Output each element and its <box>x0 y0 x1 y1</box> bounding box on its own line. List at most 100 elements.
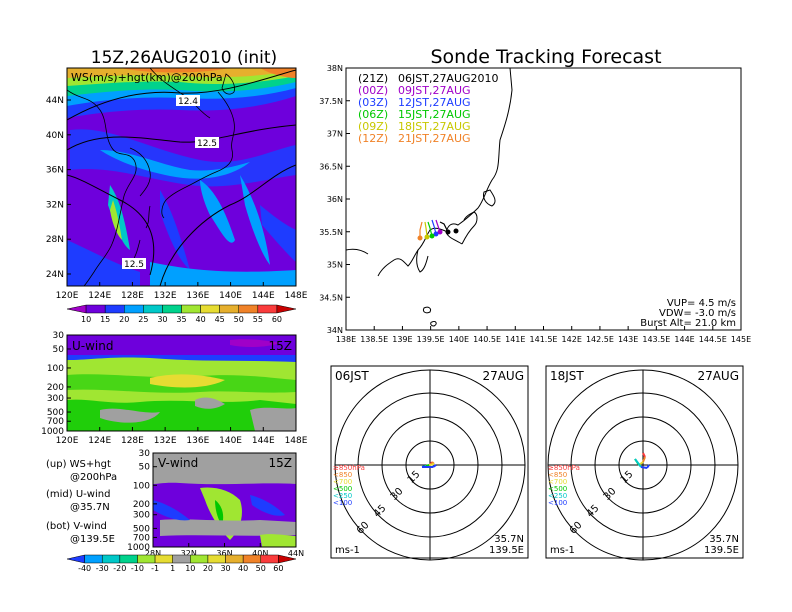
pressure-tick-label: 700 <box>47 417 64 427</box>
pressure-tick-label: 200 <box>47 383 64 393</box>
colorbar-label: 20 <box>119 315 129 324</box>
lon-tick-label: 132E <box>154 436 177 446</box>
track-endpoint <box>417 235 423 241</box>
lat-tick-label: 37.5N <box>319 97 343 106</box>
hodo-level-label: <850 <box>333 471 352 479</box>
lat-tick-label: 34N <box>327 326 343 335</box>
note-line: @35.7N <box>70 502 110 513</box>
hodo-lon: 139.5E <box>704 545 739 556</box>
colorbar-swatch <box>104 304 125 314</box>
colorbar-label: 35 <box>176 315 186 324</box>
pressure-tick-label: 500 <box>47 408 64 418</box>
right-title: Sonde Tracking Forecast <box>430 46 661 68</box>
pressure-tick-label: 100 <box>133 481 150 491</box>
track-lon-axis: 138E 138.5E 139E 139.5E 140E 140.5E 141E 141.5E… <box>336 326 751 344</box>
hodo-level-label: <100 <box>333 499 352 507</box>
colorbar-label: 45 <box>215 315 225 324</box>
lon-tick-label: 124E <box>88 436 111 446</box>
pressure-tick-label: 700 <box>133 533 150 543</box>
track-endpoint <box>433 231 439 237</box>
lon-tick-label: 141.5E <box>530 335 558 344</box>
note-line: (up) WS+hgt <box>46 459 111 470</box>
pressure-tick-label: 30 <box>53 331 65 341</box>
hodo-time: 18JST <box>550 369 584 383</box>
pressure-tick-label: 30 <box>139 449 151 459</box>
ws-lon-axis: 120E 124E 128E 132E 136E 140E 144E 148E <box>56 282 308 301</box>
lat-tick-label: 44N <box>46 96 64 106</box>
colorbar-label: -30 <box>96 564 109 573</box>
colorbar-swatch <box>257 304 278 314</box>
hodo-segment <box>432 464 437 468</box>
pressure-tick-label: 200 <box>133 500 150 510</box>
lon-tick-label: 132E <box>154 291 177 301</box>
u-wind-label: U-wind <box>72 339 113 353</box>
contour-label: 12.5 <box>124 260 144 270</box>
colorbar-label: 60 <box>273 564 283 573</box>
hodo-unit: ms-1 <box>550 545 575 556</box>
colorbar-swatch <box>207 554 226 564</box>
hodo-level-label: <250 <box>548 492 567 500</box>
colorbar-swatch <box>242 554 262 564</box>
colorbar-swatch <box>278 554 297 564</box>
lon-tick-label: 139.5E <box>417 335 445 344</box>
lon-tick-label: 139E <box>392 335 412 344</box>
lon-tick-label: 148E <box>285 436 308 446</box>
track-legend-utc: (12Z) <box>358 132 388 145</box>
hodo-segment <box>428 463 435 466</box>
lon-tick-label: 138.5E <box>360 335 388 344</box>
track-legend-utc: (09Z) <box>358 120 388 133</box>
colorbar-swatch <box>85 304 106 314</box>
hodo-level-label: <250 <box>333 492 352 500</box>
lat-tick-label: 32N <box>46 200 64 210</box>
ws-map-panel: 12.4 12.5 12.5 WS(m/s)+hgt(km)@200hPa 44… <box>46 67 308 301</box>
lon-tick-label: 140E <box>219 291 242 301</box>
lon-tick-label: 136E <box>186 436 209 446</box>
track-endpoint <box>445 229 451 235</box>
lat-tick-label: 24N <box>46 270 64 280</box>
pressure-tick-label: 1000 <box>127 543 150 553</box>
launch-param: VUP= 4.5 m/s <box>667 298 736 309</box>
lat-tick-label: 37N <box>327 130 343 139</box>
colorbar-swatch <box>190 554 209 564</box>
colorbar-label: 50 <box>234 315 244 324</box>
pressure-tick-label: 50 <box>53 345 65 355</box>
ws-colorbar: 10 15 20 25 30 35 40 45 50 55 60 <box>66 304 297 324</box>
lon-tick-label: 140E <box>449 335 469 344</box>
colorbar-label: 25 <box>138 315 148 324</box>
lon-tick-label: 144E <box>252 436 275 446</box>
pressure-tick-label: 300 <box>133 511 150 521</box>
pressure-tick-label: 100 <box>47 364 64 374</box>
colorbar-swatch <box>119 554 138 564</box>
track-legend-utc: (03Z) <box>358 96 388 109</box>
ws-lat-axis: 44N 40N 36N 32N 28N 24N <box>46 96 71 280</box>
note-line: (mid) U-wind <box>46 489 110 500</box>
colorbar-swatch <box>124 304 144 314</box>
note-line: @200hPa <box>70 472 117 483</box>
lat-tick-label: 34.5N <box>319 293 343 302</box>
lat-tick-label: 40N <box>252 549 268 558</box>
ws-map-label: WS(m/s)+hgt(km)@200hPa <box>71 71 223 84</box>
lon-tick-label: 136E <box>186 291 209 301</box>
track-legend-jst: 12JST,27AUG <box>398 96 471 109</box>
pressure-tick-label: 300 <box>47 394 64 404</box>
track-endpoint <box>437 229 443 235</box>
colorbar-swatch <box>66 554 85 564</box>
lon-tick-label: 144E <box>674 335 694 344</box>
colorbar-swatch <box>238 304 259 314</box>
hodo-segment <box>642 456 646 463</box>
lon-tick-label: 124E <box>88 291 111 301</box>
colorbar-label: 40 <box>195 315 205 324</box>
colorbar-swatch <box>181 304 201 314</box>
hodo-level-label: ≥850hPa <box>333 464 365 472</box>
colorbar-label: 30 <box>220 564 230 573</box>
lat-tick-label: 38N <box>327 64 343 73</box>
colorbar-label: 20 <box>203 564 213 573</box>
launch-param: VDW= -3.0 m/s <box>659 308 736 319</box>
lat-tick-label: 36N <box>327 195 343 204</box>
v-wind-label: V-wind <box>158 456 198 470</box>
note-line: (bot) V-wind <box>46 521 107 532</box>
